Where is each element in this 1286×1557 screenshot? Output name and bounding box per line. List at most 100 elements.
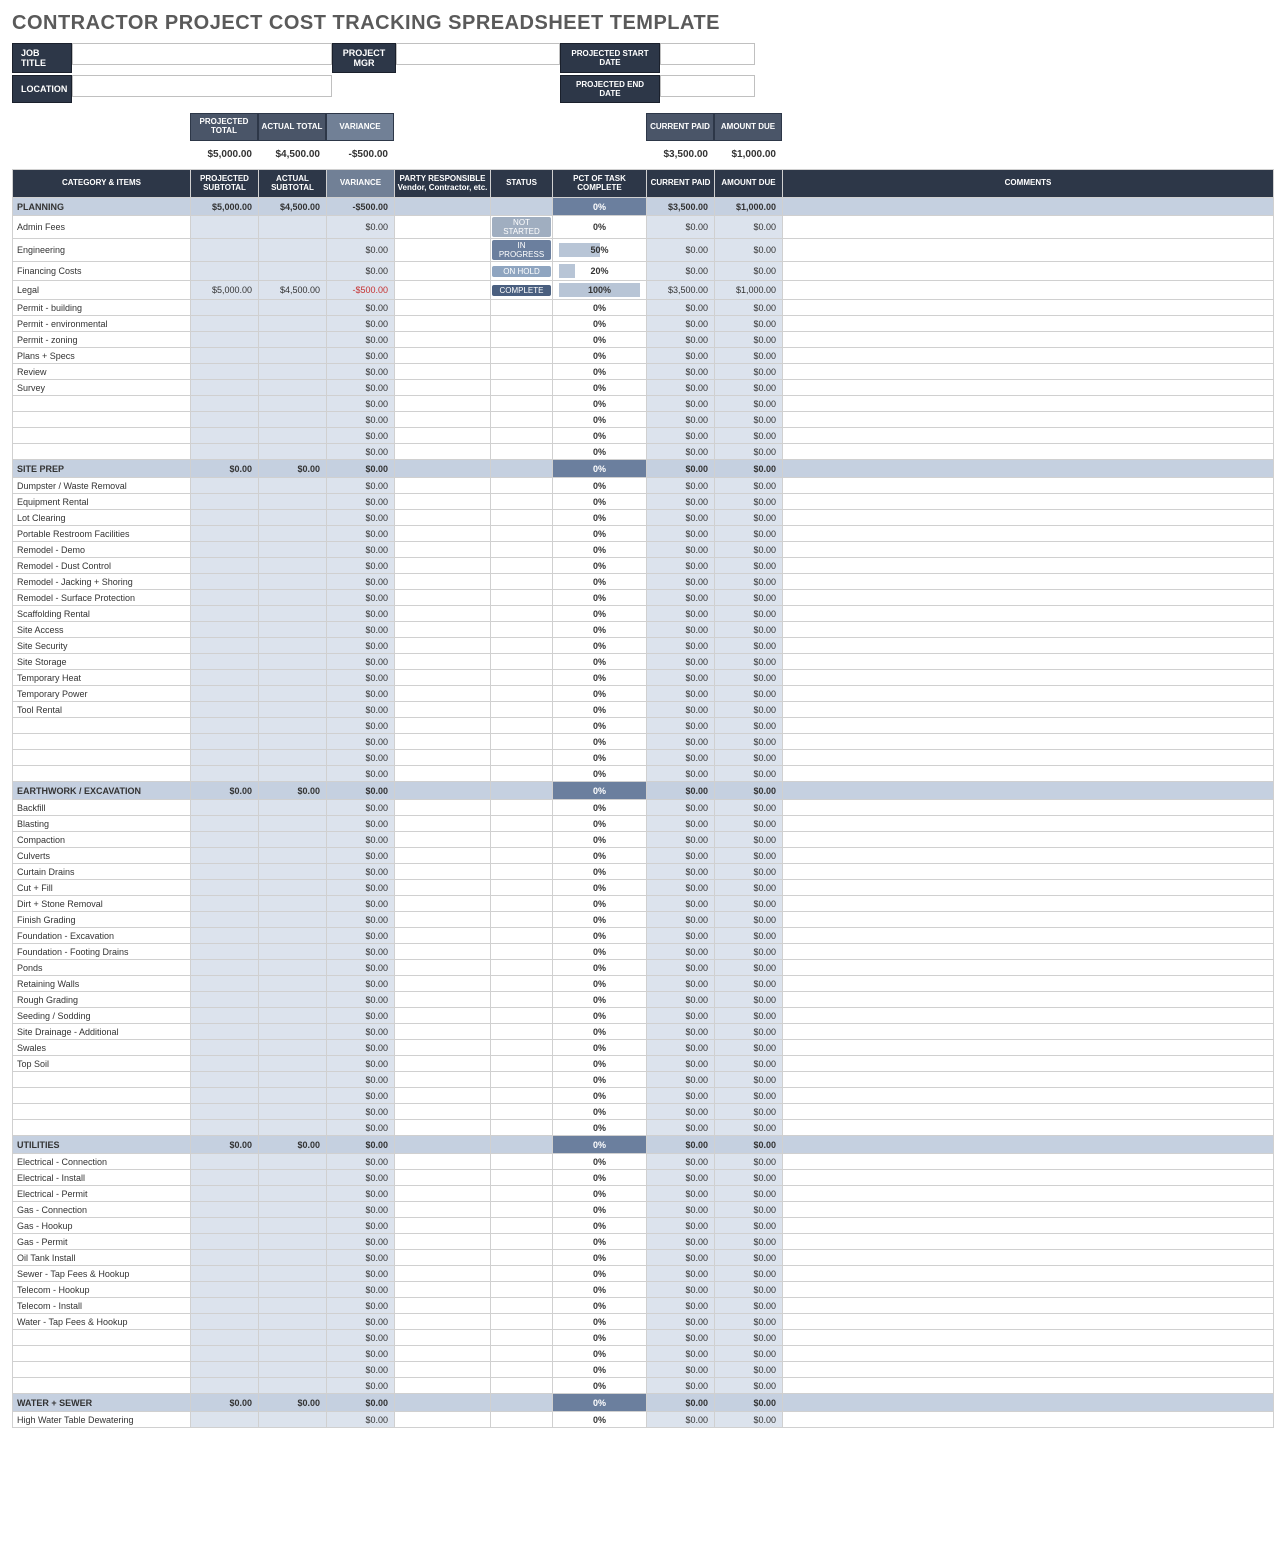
item-paid[interactable]: $0.00 xyxy=(647,1250,715,1266)
item-paid[interactable]: $0.00 xyxy=(647,239,715,262)
item-pct[interactable]: 0% xyxy=(553,734,647,750)
item-status[interactable] xyxy=(491,1250,553,1266)
item-proj[interactable] xyxy=(191,896,259,912)
item-actual[interactable] xyxy=(259,896,327,912)
item-status[interactable] xyxy=(491,702,553,718)
item-pct[interactable]: 0% xyxy=(553,444,647,460)
item-comments[interactable] xyxy=(783,1154,1274,1170)
item-proj[interactable] xyxy=(191,912,259,928)
item-actual[interactable] xyxy=(259,718,327,734)
item-comments[interactable] xyxy=(783,654,1274,670)
item-status[interactable]: NOT STARTED xyxy=(491,216,553,239)
item-actual[interactable] xyxy=(259,1104,327,1120)
item-paid[interactable]: $0.00 xyxy=(647,444,715,460)
item-pct[interactable]: 0% xyxy=(553,1104,647,1120)
item-comments[interactable] xyxy=(783,1104,1274,1120)
item-status[interactable] xyxy=(491,1362,553,1378)
item-comments[interactable] xyxy=(783,880,1274,896)
item-paid[interactable]: $0.00 xyxy=(647,1346,715,1362)
item-status[interactable] xyxy=(491,1170,553,1186)
item-paid[interactable]: $0.00 xyxy=(647,1088,715,1104)
item-comments[interactable] xyxy=(783,718,1274,734)
item-pct[interactable]: 50% xyxy=(553,239,647,262)
item-comments[interactable] xyxy=(783,478,1274,494)
item-status[interactable] xyxy=(491,654,553,670)
item-proj[interactable] xyxy=(191,654,259,670)
item-pct[interactable]: 0% xyxy=(553,332,647,348)
item-pct[interactable]: 0% xyxy=(553,1088,647,1104)
item-name[interactable]: Telecom - Hookup xyxy=(13,1282,191,1298)
item-party[interactable] xyxy=(395,1170,491,1186)
item-party[interactable] xyxy=(395,396,491,412)
item-pct[interactable]: 0% xyxy=(553,1314,647,1330)
item-party[interactable] xyxy=(395,348,491,364)
item-comments[interactable] xyxy=(783,300,1274,316)
item-comments[interactable] xyxy=(783,1008,1274,1024)
item-name[interactable]: Temporary Power xyxy=(13,686,191,702)
item-party[interactable] xyxy=(395,622,491,638)
item-pct[interactable]: 0% xyxy=(553,364,647,380)
item-comments[interactable] xyxy=(783,510,1274,526)
item-name[interactable]: Financing Costs xyxy=(13,262,191,281)
item-party[interactable] xyxy=(395,494,491,510)
item-status[interactable] xyxy=(491,880,553,896)
item-party[interactable] xyxy=(395,1412,491,1428)
item-proj[interactable] xyxy=(191,622,259,638)
item-actual[interactable] xyxy=(259,428,327,444)
item-party[interactable] xyxy=(395,300,491,316)
item-pct[interactable]: 0% xyxy=(553,960,647,976)
item-name[interactable]: Dumpster / Waste Removal xyxy=(13,478,191,494)
item-status[interactable] xyxy=(491,590,553,606)
item-name[interactable]: Permit - building xyxy=(13,300,191,316)
item-pct[interactable]: 0% xyxy=(553,800,647,816)
item-pct[interactable]: 0% xyxy=(553,1170,647,1186)
item-name[interactable]: Remodel - Dust Control xyxy=(13,558,191,574)
item-comments[interactable] xyxy=(783,1072,1274,1088)
item-status[interactable] xyxy=(491,478,553,494)
item-comments[interactable] xyxy=(783,542,1274,558)
item-status[interactable] xyxy=(491,1120,553,1136)
item-proj[interactable] xyxy=(191,1218,259,1234)
item-status[interactable] xyxy=(491,766,553,782)
item-status[interactable] xyxy=(491,1378,553,1394)
item-status[interactable] xyxy=(491,976,553,992)
item-actual[interactable] xyxy=(259,1362,327,1378)
item-name[interactable]: Plans + Specs xyxy=(13,348,191,364)
item-pct[interactable]: 0% xyxy=(553,1186,647,1202)
item-party[interactable] xyxy=(395,1218,491,1234)
item-status[interactable] xyxy=(491,494,553,510)
item-name[interactable] xyxy=(13,412,191,428)
item-pct[interactable]: 0% xyxy=(553,348,647,364)
item-paid[interactable]: $0.00 xyxy=(647,1154,715,1170)
item-actual[interactable] xyxy=(259,1314,327,1330)
item-name[interactable]: Engineering xyxy=(13,239,191,262)
item-proj[interactable] xyxy=(191,750,259,766)
item-status[interactable] xyxy=(491,992,553,1008)
item-comments[interactable] xyxy=(783,816,1274,832)
item-paid[interactable]: $0.00 xyxy=(647,750,715,766)
item-name[interactable] xyxy=(13,428,191,444)
item-proj[interactable] xyxy=(191,1056,259,1072)
item-comments[interactable] xyxy=(783,216,1274,239)
item-comments[interactable] xyxy=(783,944,1274,960)
item-pct[interactable]: 0% xyxy=(553,928,647,944)
item-proj[interactable] xyxy=(191,1330,259,1346)
item-pct[interactable]: 0% xyxy=(553,702,647,718)
item-paid[interactable]: $0.00 xyxy=(647,1008,715,1024)
item-actual[interactable] xyxy=(259,848,327,864)
item-name[interactable]: Gas - Connection xyxy=(13,1202,191,1218)
item-comments[interactable] xyxy=(783,896,1274,912)
item-pct[interactable]: 0% xyxy=(553,380,647,396)
item-party[interactable] xyxy=(395,1314,491,1330)
item-proj[interactable] xyxy=(191,1282,259,1298)
item-status[interactable] xyxy=(491,1008,553,1024)
item-proj[interactable] xyxy=(191,718,259,734)
item-actual[interactable] xyxy=(259,1024,327,1040)
item-actual[interactable] xyxy=(259,944,327,960)
item-actual[interactable] xyxy=(259,1008,327,1024)
item-name[interactable]: Equipment Rental xyxy=(13,494,191,510)
item-name[interactable]: Seeding / Sodding xyxy=(13,1008,191,1024)
item-proj[interactable] xyxy=(191,1314,259,1330)
item-comments[interactable] xyxy=(783,1234,1274,1250)
item-status[interactable] xyxy=(491,896,553,912)
